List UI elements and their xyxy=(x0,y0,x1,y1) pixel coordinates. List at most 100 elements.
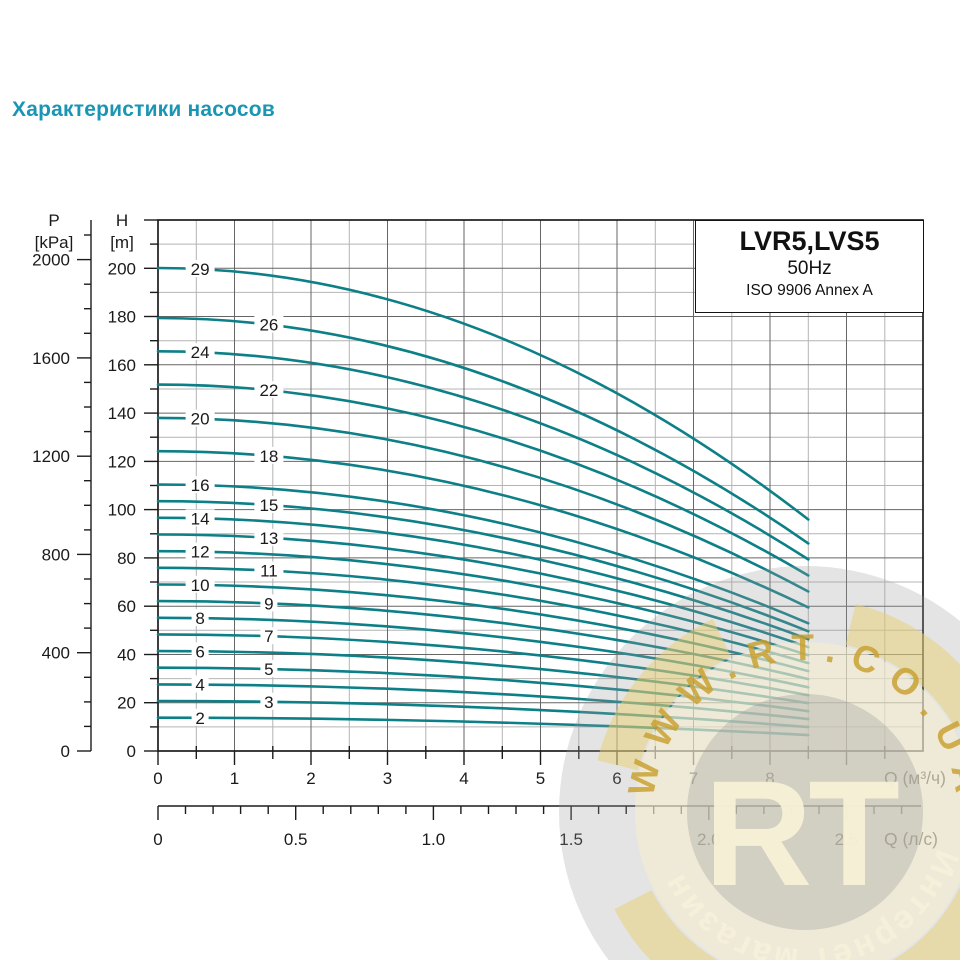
curve-label-bg-9 xyxy=(260,594,278,612)
curve-label-bg-16 xyxy=(185,476,215,494)
svg-text:P: P xyxy=(48,211,59,230)
svg-text:400: 400 xyxy=(42,644,70,663)
curve-label-bg-12 xyxy=(185,542,215,560)
pressure-axis-ticks xyxy=(77,220,92,752)
curve-label-26: 26 xyxy=(259,316,278,335)
curve-label-18: 18 xyxy=(259,447,278,466)
curve-label-10: 10 xyxy=(191,576,210,595)
svg-text:1.5: 1.5 xyxy=(559,830,583,849)
curve-label-bg-7 xyxy=(260,627,278,645)
curve-label-bg-4 xyxy=(191,675,209,693)
standard-label: ISO 9906 Annex A xyxy=(746,281,873,299)
pressure-axis-labels: 2000 1600 1200 800 400 0 P [kPa] xyxy=(32,211,73,761)
svg-text:2: 2 xyxy=(306,769,315,788)
watermark-inner-circle xyxy=(687,694,923,930)
watermark-cream-disc xyxy=(635,642,960,960)
pump-curve-20 xyxy=(156,416,810,593)
watermark: WWW.RT.CO.UARTИнтернет магазин xyxy=(559,566,960,960)
curve-label-bg-6 xyxy=(191,642,209,660)
curve-label-8: 8 xyxy=(195,609,204,628)
curve-label-bg-5 xyxy=(260,660,278,677)
svg-text:5: 5 xyxy=(536,769,545,788)
svg-text:80: 80 xyxy=(117,549,136,568)
watermark-shop-arc: Интернет магазин xyxy=(655,845,960,960)
chart-legend: LVR5,LVS5 50Hz ISO 9906 Annex A xyxy=(695,220,924,313)
curve-label-12: 12 xyxy=(191,543,210,562)
curve-label-5: 5 xyxy=(264,660,273,679)
pump-curve-29 xyxy=(156,266,810,521)
curve-label-bg-18 xyxy=(254,446,284,464)
svg-text:7: 7 xyxy=(689,769,698,788)
curve-label-9: 9 xyxy=(264,594,273,613)
svg-text:160: 160 xyxy=(108,356,136,375)
curve-label-24: 24 xyxy=(191,343,210,362)
svg-text:Q (л/с): Q (л/с) xyxy=(884,829,938,849)
svg-text:H: H xyxy=(116,211,128,230)
curve-label-bg-15 xyxy=(254,496,284,513)
curve-label-bg-29 xyxy=(185,260,215,278)
pump-model-label: LVR5,LVS5 xyxy=(739,226,880,256)
curve-label-6: 6 xyxy=(195,642,204,661)
curve-label-bg-26 xyxy=(254,315,284,333)
flow-axis-ls-ticks xyxy=(157,805,921,820)
pump-curve-22 xyxy=(156,383,810,577)
svg-text:60: 60 xyxy=(117,597,136,616)
watermark-outer-circle xyxy=(559,566,960,960)
curve-label-14: 14 xyxy=(191,509,210,528)
curve-label-bg-20 xyxy=(185,409,215,427)
curve-label-29: 29 xyxy=(191,260,210,279)
frequency-label: 50Hz xyxy=(787,257,832,279)
svg-text:140: 140 xyxy=(108,404,136,423)
pump-curve-26 xyxy=(156,316,810,545)
curve-label-bg-22 xyxy=(254,381,284,399)
svg-text:1: 1 xyxy=(230,769,239,788)
curve-label-16: 16 xyxy=(191,476,210,495)
svg-text:20: 20 xyxy=(117,694,136,713)
svg-text:0: 0 xyxy=(153,830,162,849)
svg-text:6: 6 xyxy=(612,769,621,788)
curve-label-bg-8 xyxy=(191,609,209,627)
curve-label-3: 3 xyxy=(264,693,273,712)
svg-text:0: 0 xyxy=(61,742,70,761)
curve-label-bg-3 xyxy=(260,692,278,710)
head-axis-ticks xyxy=(144,219,158,752)
watermark-monogram: RT xyxy=(704,749,899,917)
curve-label-13: 13 xyxy=(259,529,278,548)
curve-label-4: 4 xyxy=(195,676,204,695)
svg-text:3: 3 xyxy=(383,769,392,788)
pump-curves xyxy=(156,266,810,737)
curve-label-bg-14 xyxy=(185,509,215,527)
curve-labels: 2 3 4 5 6 7 8 9 10 11 12 13 14 15 16 18 20 22 24 26 29 xyxy=(185,260,284,728)
pump-curve-16 xyxy=(156,483,810,625)
curve-label-bg-2 xyxy=(191,708,209,726)
flow-axis-ls: 0 0.5 1.0 1.5 2.0 2.5 Q (л/с) xyxy=(153,805,938,849)
svg-text:[kPa]: [kPa] xyxy=(35,233,74,252)
svg-text:Q (м³/ч): Q (м³/ч) xyxy=(884,768,946,788)
pump-curve-24 xyxy=(156,350,810,561)
curve-label-20: 20 xyxy=(191,410,210,429)
svg-text:4: 4 xyxy=(459,769,468,788)
curve-label-bg-24 xyxy=(185,343,215,361)
svg-text:40: 40 xyxy=(117,646,136,665)
flow-axis-m3h: 0 1 2 3 4 5 6 7 8 Q (м³/ч) xyxy=(153,746,946,788)
curve-label-11: 11 xyxy=(260,562,278,581)
svg-text:200: 200 xyxy=(108,259,136,278)
curve-label-bg-11 xyxy=(254,561,284,579)
curve-label-bg-10 xyxy=(185,575,215,593)
svg-text:[m]: [m] xyxy=(110,233,134,252)
pump-curve-15 xyxy=(156,499,810,633)
svg-text:0.5: 0.5 xyxy=(284,830,308,849)
svg-text:100: 100 xyxy=(108,501,136,520)
pump-curve-18 xyxy=(156,449,810,609)
svg-text:120: 120 xyxy=(108,452,136,471)
flow-axis-m3h-labels: 0 1 2 3 4 5 6 7 8 Q (м³/ч) xyxy=(153,768,946,788)
svg-text:800: 800 xyxy=(42,545,70,564)
pressure-axis: 2000 1600 1200 800 400 0 P [kPa] xyxy=(32,211,92,761)
svg-text:0: 0 xyxy=(127,742,136,761)
svg-text:2000: 2000 xyxy=(32,251,70,270)
svg-text:180: 180 xyxy=(108,308,136,327)
